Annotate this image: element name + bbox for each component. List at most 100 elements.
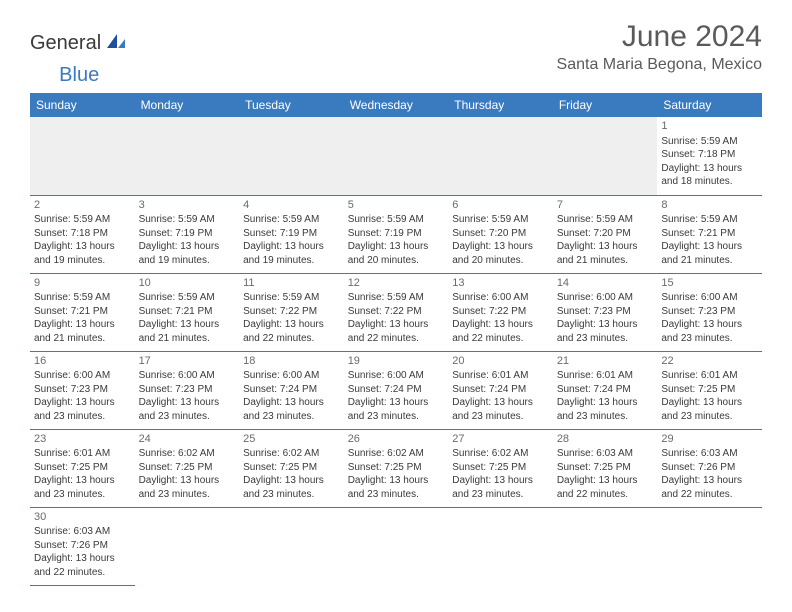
day-info-line: Sunrise: 5:59 AM	[348, 213, 445, 227]
day-info-line: and 23 minutes.	[243, 488, 340, 502]
logo-text-sub: Blue	[59, 64, 99, 87]
day-info-line: Sunset: 7:22 PM	[348, 305, 445, 319]
day-number: 20	[452, 354, 549, 369]
day-info-line: and 21 minutes.	[139, 332, 236, 346]
day-info-line: Daylight: 13 hours	[34, 474, 131, 488]
month-title: June 2024	[557, 20, 762, 54]
day-cell: 11Sunrise: 5:59 AMSunset: 7:22 PMDayligh…	[239, 273, 344, 351]
day-info-line: and 19 minutes.	[34, 254, 131, 268]
day-cell: 9Sunrise: 5:59 AMSunset: 7:21 PMDaylight…	[30, 273, 135, 351]
day-info-line: Daylight: 13 hours	[661, 240, 758, 254]
day-info-line: Sunset: 7:26 PM	[34, 539, 131, 553]
day-info-line: Daylight: 13 hours	[557, 474, 654, 488]
day-number: 4	[243, 198, 340, 213]
day-info-line: and 23 minutes.	[34, 488, 131, 502]
day-cell: 16Sunrise: 6:00 AMSunset: 7:23 PMDayligh…	[30, 351, 135, 429]
day-cell: 3Sunrise: 5:59 AMSunset: 7:19 PMDaylight…	[135, 195, 240, 273]
day-cell: 29Sunrise: 6:03 AMSunset: 7:26 PMDayligh…	[657, 429, 762, 507]
day-info-line: Sunrise: 6:00 AM	[452, 291, 549, 305]
day-info-line: Daylight: 13 hours	[348, 318, 445, 332]
calendar-body: 1Sunrise: 5:59 AMSunset: 7:18 PMDaylight…	[30, 117, 762, 585]
day-info-line: and 23 minutes.	[557, 410, 654, 424]
day-number: 30	[34, 510, 131, 525]
day-cell: 22Sunrise: 6:01 AMSunset: 7:25 PMDayligh…	[657, 351, 762, 429]
day-cell: 28Sunrise: 6:03 AMSunset: 7:25 PMDayligh…	[553, 429, 658, 507]
day-info-line: Sunset: 7:25 PM	[348, 461, 445, 475]
day-info-line: Daylight: 13 hours	[243, 474, 340, 488]
day-info-line: Sunrise: 6:01 AM	[452, 369, 549, 383]
day-number: 2	[34, 198, 131, 213]
day-cell: 7Sunrise: 5:59 AMSunset: 7:20 PMDaylight…	[553, 195, 658, 273]
day-info-line: Daylight: 13 hours	[452, 318, 549, 332]
day-info-line: Sunset: 7:19 PM	[348, 227, 445, 241]
blank-cell	[344, 117, 449, 195]
day-info-line: and 19 minutes.	[139, 254, 236, 268]
day-info-line: Sunrise: 6:02 AM	[348, 447, 445, 461]
day-info-line: Sunset: 7:21 PM	[34, 305, 131, 319]
day-info-line: and 22 minutes.	[348, 332, 445, 346]
day-info-line: Daylight: 13 hours	[557, 396, 654, 410]
day-info-line: and 23 minutes.	[557, 332, 654, 346]
day-info-line: Sunset: 7:22 PM	[243, 305, 340, 319]
day-cell: 25Sunrise: 6:02 AMSunset: 7:25 PMDayligh…	[239, 429, 344, 507]
day-info-line: Sunrise: 6:01 AM	[557, 369, 654, 383]
day-info-line: Daylight: 13 hours	[34, 396, 131, 410]
calendar-row: 16Sunrise: 6:00 AMSunset: 7:23 PMDayligh…	[30, 351, 762, 429]
day-info-line: Daylight: 13 hours	[139, 318, 236, 332]
day-number: 25	[243, 432, 340, 447]
logo-text-main: General	[30, 32, 101, 55]
day-info-line: and 19 minutes.	[243, 254, 340, 268]
day-info-line: Daylight: 13 hours	[139, 396, 236, 410]
day-number: 15	[661, 276, 758, 291]
day-info-line: Daylight: 13 hours	[557, 240, 654, 254]
sail-icon	[105, 32, 127, 55]
day-info-line: Sunset: 7:23 PM	[139, 383, 236, 397]
day-number: 18	[243, 354, 340, 369]
day-cell: 24Sunrise: 6:02 AMSunset: 7:25 PMDayligh…	[135, 429, 240, 507]
day-info-line: Sunset: 7:25 PM	[452, 461, 549, 475]
day-number: 22	[661, 354, 758, 369]
day-number: 8	[661, 198, 758, 213]
day-info-line: Daylight: 13 hours	[661, 162, 758, 176]
day-info-line: Sunrise: 5:59 AM	[452, 213, 549, 227]
day-info-line: and 21 minutes.	[661, 254, 758, 268]
day-info-line: Sunrise: 5:59 AM	[139, 213, 236, 227]
day-cell: 8Sunrise: 5:59 AMSunset: 7:21 PMDaylight…	[657, 195, 762, 273]
day-cell: 20Sunrise: 6:01 AMSunset: 7:24 PMDayligh…	[448, 351, 553, 429]
day-info-line: and 21 minutes.	[34, 332, 131, 346]
calendar-row: 23Sunrise: 6:01 AMSunset: 7:25 PMDayligh…	[30, 429, 762, 507]
day-number: 26	[348, 432, 445, 447]
day-cell: 4Sunrise: 5:59 AMSunset: 7:19 PMDaylight…	[239, 195, 344, 273]
day-info-line: Daylight: 13 hours	[34, 240, 131, 254]
day-number: 27	[452, 432, 549, 447]
day-number: 24	[139, 432, 236, 447]
day-info-line: Sunrise: 6:02 AM	[139, 447, 236, 461]
day-cell: 5Sunrise: 5:59 AMSunset: 7:19 PMDaylight…	[344, 195, 449, 273]
day-info-line: Daylight: 13 hours	[348, 396, 445, 410]
day-info-line: and 22 minutes.	[34, 566, 131, 580]
day-info-line: Sunrise: 6:00 AM	[243, 369, 340, 383]
day-info-line: and 20 minutes.	[348, 254, 445, 268]
day-info-line: Daylight: 13 hours	[243, 396, 340, 410]
day-number: 14	[557, 276, 654, 291]
day-info-line: Sunrise: 5:59 AM	[34, 291, 131, 305]
day-number: 21	[557, 354, 654, 369]
day-info-line: Daylight: 13 hours	[661, 396, 758, 410]
title-block: June 2024 Santa Maria Begona, Mexico	[557, 20, 762, 74]
day-cell: 26Sunrise: 6:02 AMSunset: 7:25 PMDayligh…	[344, 429, 449, 507]
calendar-row: 1Sunrise: 5:59 AMSunset: 7:18 PMDaylight…	[30, 117, 762, 195]
day-cell: 15Sunrise: 6:00 AMSunset: 7:23 PMDayligh…	[657, 273, 762, 351]
day-info-line: Sunrise: 6:02 AM	[452, 447, 549, 461]
day-number: 1	[661, 119, 758, 134]
day-info-line: and 23 minutes.	[348, 410, 445, 424]
blank-cell	[553, 117, 658, 195]
day-info-line: Sunset: 7:24 PM	[452, 383, 549, 397]
calendar-row: 2Sunrise: 5:59 AMSunset: 7:18 PMDaylight…	[30, 195, 762, 273]
day-cell: 10Sunrise: 5:59 AMSunset: 7:21 PMDayligh…	[135, 273, 240, 351]
blank-cell	[30, 117, 135, 195]
day-info-line: and 23 minutes.	[661, 410, 758, 424]
day-info-line: Sunrise: 6:00 AM	[661, 291, 758, 305]
day-info-line: Sunset: 7:24 PM	[557, 383, 654, 397]
blank-cell	[448, 507, 553, 585]
day-info-line: and 23 minutes.	[452, 488, 549, 502]
